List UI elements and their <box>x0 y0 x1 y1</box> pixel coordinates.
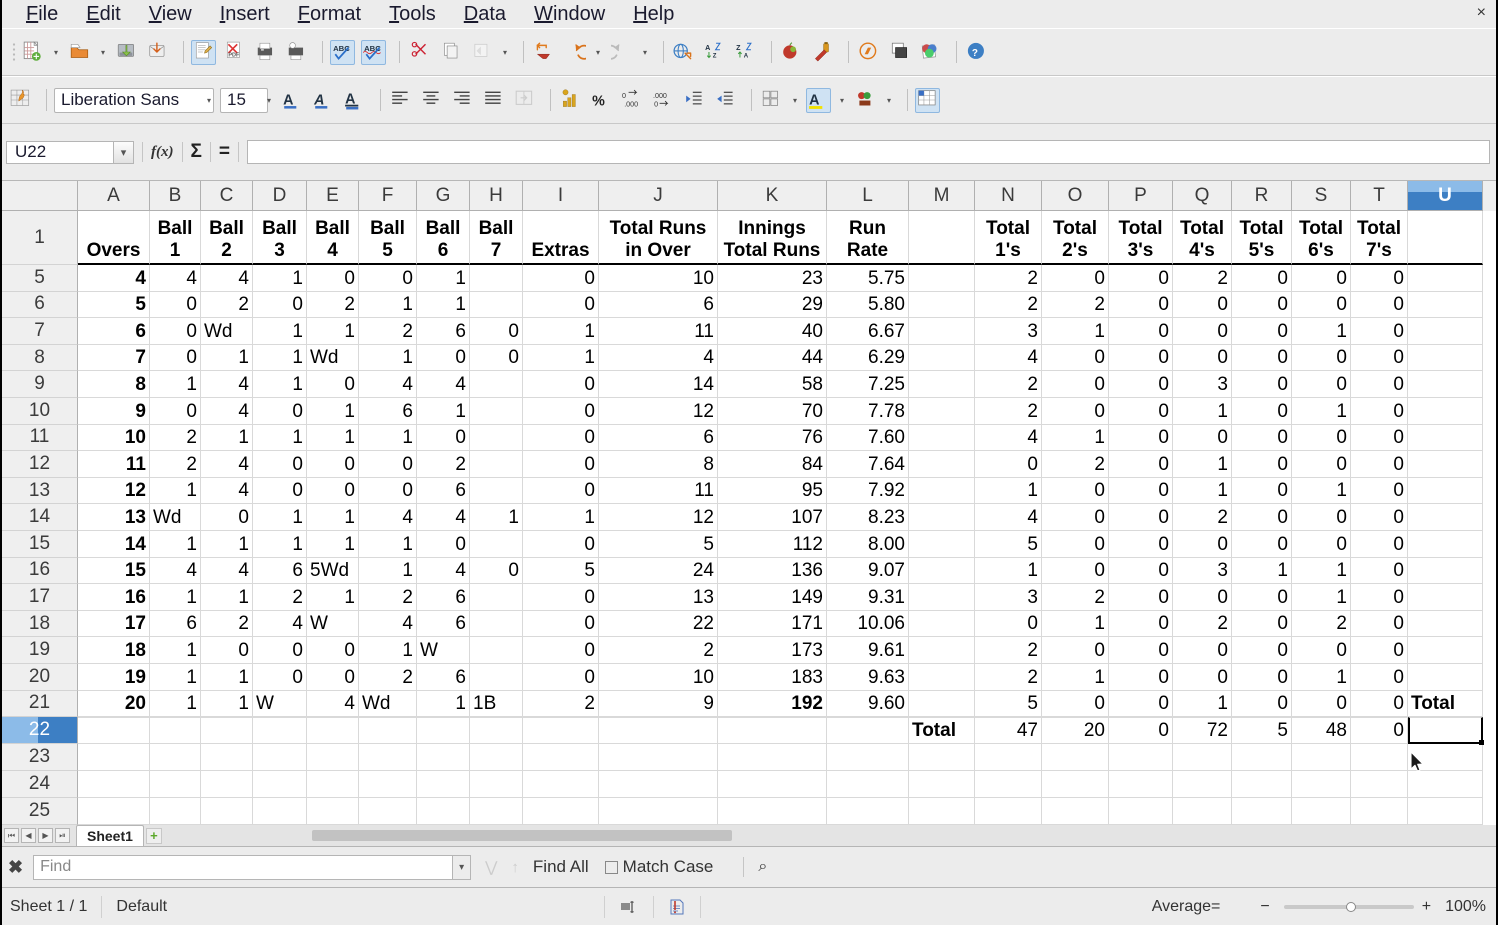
svg-text:0: 0 <box>622 92 626 100</box>
svg-text:0: 0 <box>654 101 658 109</box>
svg-text:A: A <box>743 54 748 60</box>
svg-text:Z: Z <box>712 54 716 60</box>
svg-text:A: A <box>283 92 293 108</box>
svg-text:PDF: PDF <box>228 52 240 58</box>
svg-text:A: A <box>705 44 710 52</box>
svg-text:?: ? <box>971 48 977 59</box>
svg-text:A: A <box>313 92 324 108</box>
svg-text:.000: .000 <box>624 101 638 109</box>
svg-text:%: % <box>592 94 605 110</box>
svg-text:A: A <box>809 92 819 108</box>
svg-text:Z: Z <box>736 44 741 52</box>
svg-text:.000: .000 <box>653 92 667 100</box>
